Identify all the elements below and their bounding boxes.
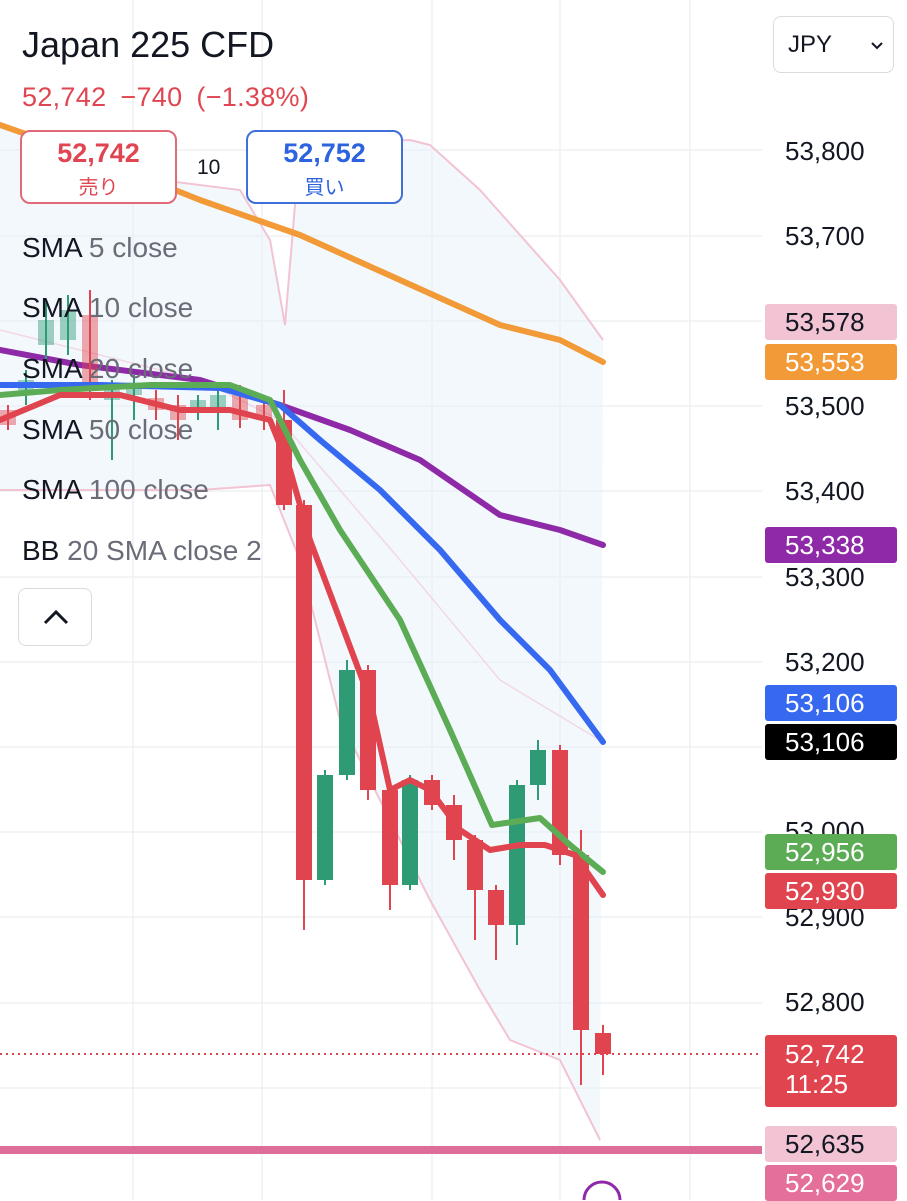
sma-50-line — [0, 347, 606, 548]
price-axis-tick: 53,200 — [785, 647, 865, 677]
candle-body — [467, 840, 483, 890]
candle-body — [488, 890, 504, 925]
candle-body — [530, 750, 546, 785]
indicator-sma-20[interactable]: SMA 20 close — [22, 353, 194, 384]
candle-body — [60, 310, 76, 340]
candle-body — [402, 780, 418, 885]
sma-10-line — [0, 382, 606, 875]
candle-body — [82, 315, 98, 385]
currency-value: JPY — [788, 31, 833, 58]
bb-upper-price-label: 53,578 — [765, 304, 897, 340]
drawing-tool-marker — [582, 1180, 622, 1200]
sma-10-price-label: 52,956 — [765, 834, 897, 870]
sma-5-line — [0, 392, 606, 898]
candle-body — [339, 670, 355, 775]
candle-body — [382, 790, 398, 885]
price-axis-tick: 53,700 — [785, 221, 865, 251]
sma-20-price-label: 53,106 — [765, 685, 897, 721]
currency-select[interactable]: JPY — [773, 16, 894, 73]
candle-body — [126, 385, 142, 395]
candle-body — [509, 785, 525, 925]
price-axis-tick: 53,300 — [785, 562, 865, 592]
horizontal-level-line — [0, 1146, 762, 1154]
last-price: 52,742 — [22, 82, 107, 112]
candle-body — [595, 1033, 611, 1054]
price-axis-tick: 53,800 — [785, 136, 865, 166]
price-change: −740 — [120, 82, 183, 112]
sma-100-price-label: 53,553 — [765, 344, 897, 380]
candle-body — [190, 400, 206, 410]
symbol-title: Japan 225 CFD — [22, 24, 275, 65]
sell-button[interactable]: 52,742 売り — [20, 130, 177, 204]
price-axis-tick: 53,500 — [785, 391, 865, 421]
price-axis-tick: 52,800 — [785, 987, 865, 1017]
candle-body — [573, 855, 589, 1030]
price-change-percent: (−1.38%) — [196, 82, 310, 112]
bb-middle-price-label: 53,106 — [765, 724, 897, 760]
sell-label: 売り — [78, 177, 119, 199]
last-price-label: 52,742 11:25 — [765, 1035, 897, 1107]
chevron-down-icon — [871, 34, 883, 55]
spread-value: 10 — [197, 156, 221, 179]
indicator-sma-10[interactable]: SMA 10 close — [22, 292, 194, 323]
candlestick-series — [0, 290, 611, 1085]
indicator-sma-100[interactable]: SMA 100 close — [22, 474, 209, 505]
price-axis-tick: 53,400 — [785, 476, 865, 506]
indicator-sma-50[interactable]: SMA 50 close — [22, 414, 194, 445]
level-price-label: 52,629 — [765, 1165, 897, 1201]
bollinger-lower-band — [0, 483, 601, 1141]
candle-body — [210, 395, 226, 410]
candle-body — [317, 775, 333, 880]
sma-5-price-label: 52,930 — [765, 873, 897, 909]
buy-label: 買い — [304, 177, 345, 199]
sma-50-price-label: 53,338 — [765, 527, 897, 563]
indicator-sma-5[interactable]: SMA 5 close — [22, 232, 178, 263]
last-price-label-value: 52,742 — [785, 1039, 865, 1069]
bb-lower-price-label: 52,635 — [765, 1126, 897, 1162]
buy-button[interactable]: 52,752 買い — [246, 130, 403, 204]
collapse-indicators-button[interactable] — [18, 588, 92, 646]
sell-price: 52,742 — [57, 138, 140, 168]
bollinger-band-fill — [0, 125, 603, 1140]
candle-body — [296, 505, 312, 880]
candle-body — [38, 320, 54, 345]
indicator-bollinger-bands[interactable]: BB 20 SMA close 2 — [22, 535, 262, 566]
buy-price: 52,752 — [283, 138, 366, 168]
bar-countdown: 11:25 — [785, 1069, 849, 1099]
quote-line: 52,742 −740 (−1.38%) — [22, 82, 323, 113]
bollinger-middle-band — [0, 329, 604, 743]
